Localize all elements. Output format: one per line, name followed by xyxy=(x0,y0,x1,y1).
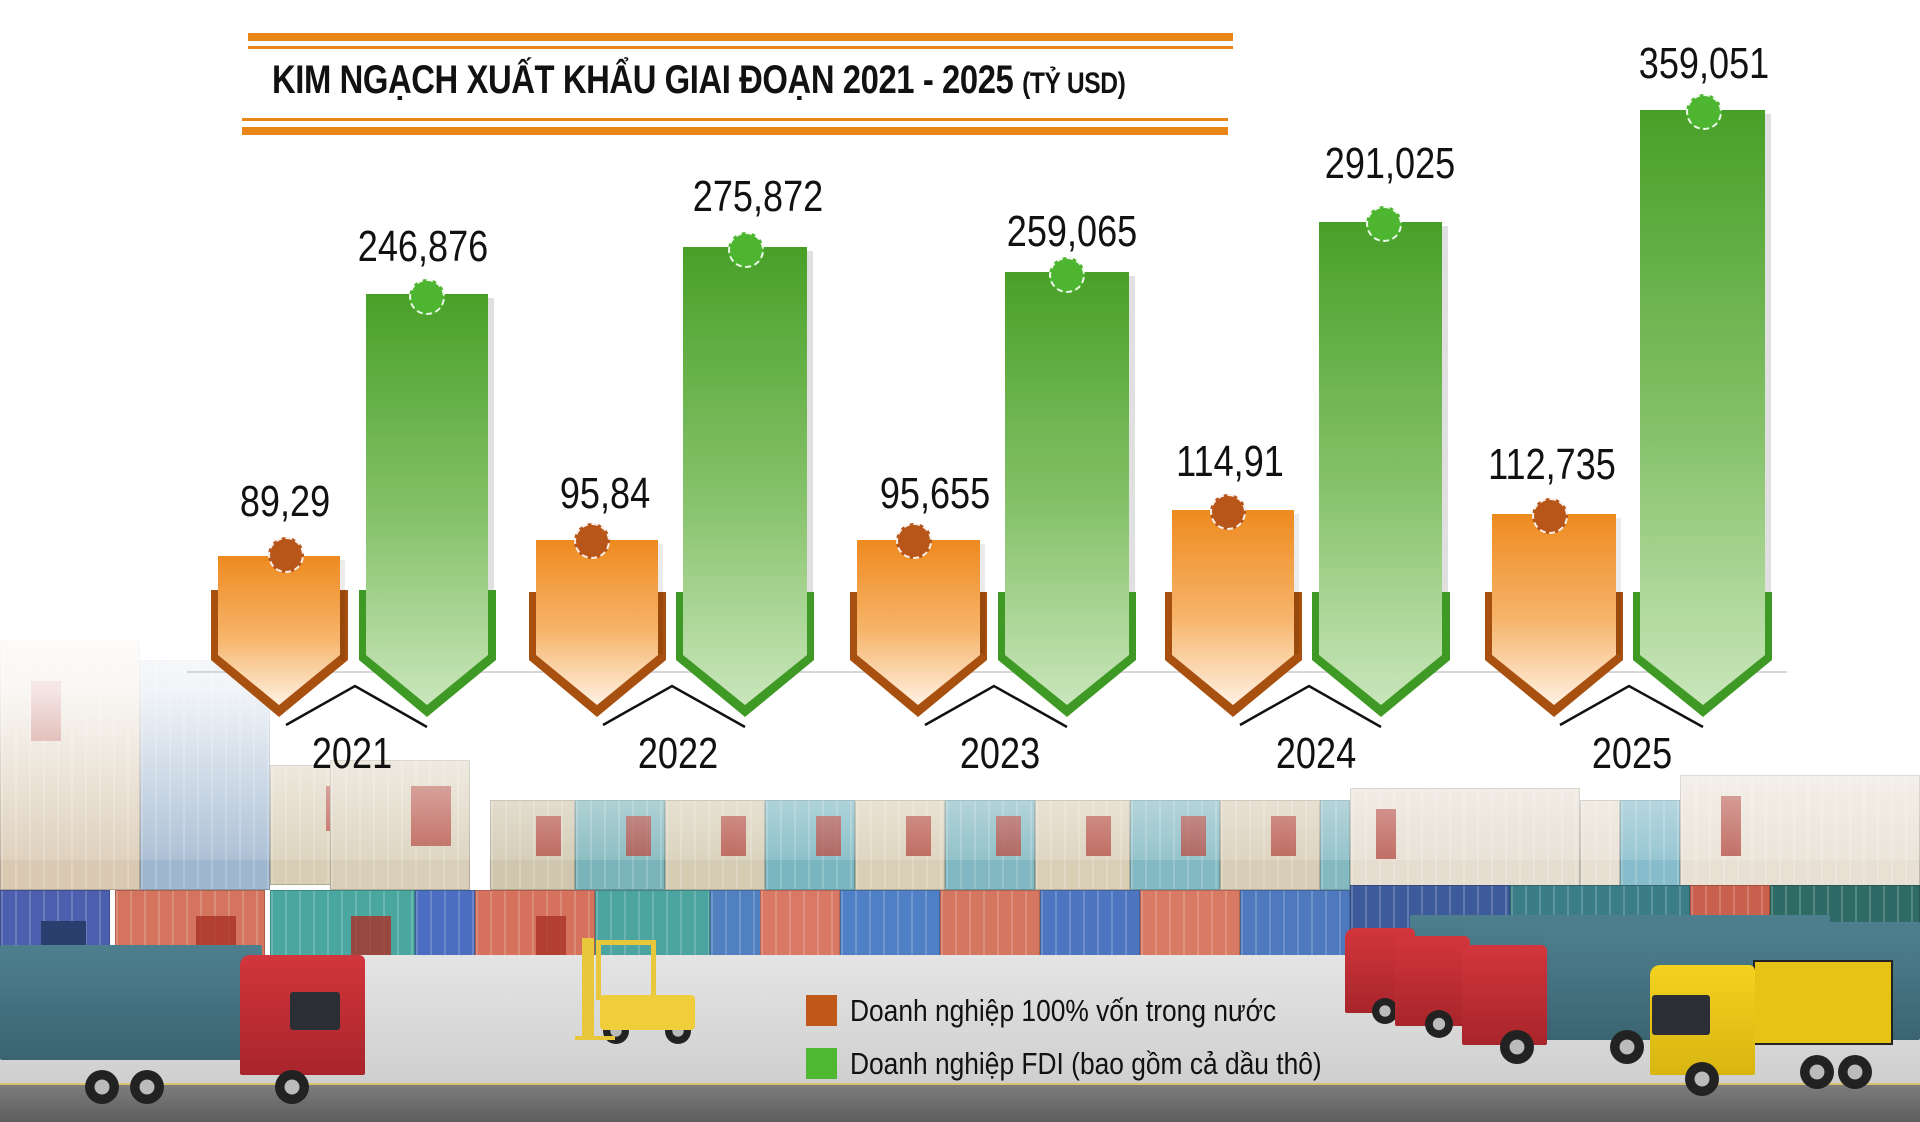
year-label-2021: 2021 xyxy=(311,729,393,778)
value-label-domestic-2021: 89,29 xyxy=(239,477,331,526)
bar-marker-dot xyxy=(728,232,764,268)
bar-marker-dot xyxy=(574,523,610,559)
bar-marker-dot xyxy=(268,537,304,573)
value-label-domestic-2025: 112,735 xyxy=(1488,440,1616,489)
value-label-fdi-2024: 291,025 xyxy=(1324,139,1456,188)
chart-title: KIM NGẠCH XUẤT KHẨU GIAI ĐOẠN 2021 - 202… xyxy=(272,58,1126,103)
chart-title-unit: (TỶ USD) xyxy=(1022,67,1126,100)
chart-legend: Doanh nghiệp 100% vốn trong nước Doanh n… xyxy=(806,984,1405,1090)
legend-swatch-domestic xyxy=(806,995,837,1026)
title-top-thick-rule xyxy=(248,33,1233,41)
year-label-2025: 2025 xyxy=(1591,729,1673,778)
value-label-fdi-2025: 359,051 xyxy=(1638,39,1770,88)
title-top-thin-rule xyxy=(248,46,1233,49)
year-label-2023: 2023 xyxy=(959,729,1041,778)
title-bottom-thin-rule xyxy=(242,118,1228,121)
chart-title-banner: KIM NGẠCH XUẤT KHẨU GIAI ĐOẠN 2021 - 202… xyxy=(242,30,1234,138)
value-label-domestic-2022: 95,84 xyxy=(559,469,651,518)
bar-marker-dot xyxy=(1686,94,1722,130)
legend-item-fdi: Doanh nghiệp FDI (bao gồm cả dầu thô) xyxy=(806,1037,1405,1090)
title-bottom-thick-rule xyxy=(242,127,1228,135)
bar-marker-dot xyxy=(896,523,932,559)
bar-marker-dot xyxy=(1049,257,1085,293)
bar-marker-dot xyxy=(409,279,445,315)
legend-swatch-fdi xyxy=(806,1048,837,1079)
bar-marker-dot xyxy=(1210,494,1246,530)
year-label-2022: 2022 xyxy=(637,729,719,778)
value-label-fdi-2023: 259,065 xyxy=(1006,207,1138,256)
year-label-2024: 2024 xyxy=(1275,729,1357,778)
bar-marker-dot xyxy=(1532,498,1568,534)
value-label-domestic-2024: 114,91 xyxy=(1176,437,1284,486)
chart-title-main: KIM NGẠCH XUẤT KHẨU GIAI ĐOẠN 2021 - 202… xyxy=(272,58,1014,102)
chart-baseline xyxy=(187,671,1787,673)
value-label-fdi-2022: 275,872 xyxy=(692,172,824,221)
value-label-fdi-2021: 246,876 xyxy=(357,222,489,271)
legend-label-fdi: Doanh nghiệp FDI (bao gồm cả dầu thô) xyxy=(850,1045,1322,1081)
bar-marker-dot xyxy=(1366,206,1402,242)
legend-label-domestic: Doanh nghiệp 100% vốn trong nước xyxy=(850,992,1277,1028)
legend-item-domestic: Doanh nghiệp 100% vốn trong nước xyxy=(806,984,1405,1037)
value-label-domestic-2023: 95,655 xyxy=(879,469,991,518)
